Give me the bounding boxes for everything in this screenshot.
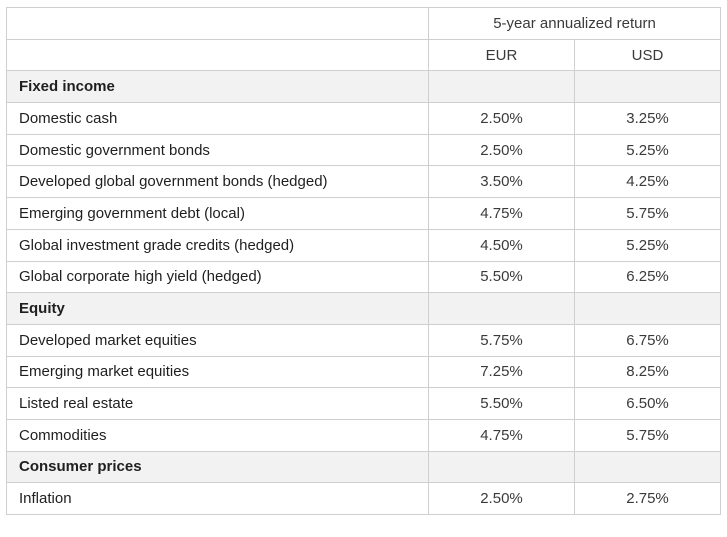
usd-value: 3.25% [573,102,722,135]
row-label: Inflation [6,482,429,515]
table-row: Global corporate high yield (hedged) 5.5… [6,260,722,294]
returns-table: 5-year annualized return EUR USD Fixed i… [6,7,722,515]
header-group-label: 5-year annualized return [427,7,722,40]
usd-value: 5.25% [573,228,722,262]
header-empty-cell [6,7,429,40]
row-label: Global corporate high yield (hedged) [6,260,429,294]
usd-value: 6.50% [573,387,722,420]
row-label: Emerging market equities [6,355,429,389]
header-currency-eur: EUR [428,38,575,72]
table-row: Domestic cash 2.50% 3.25% [6,102,722,135]
section-empty-cell [573,450,722,484]
table-row: Developed market equities 5.75% 6.75% [6,323,722,357]
eur-value: 5.75% [428,323,575,357]
usd-value: 6.75% [573,323,722,357]
section-empty-cell [428,70,575,104]
row-label: Global investment grade credits (hedged) [6,228,429,262]
eur-value: 4.75% [428,418,575,452]
usd-value: 8.25% [573,355,722,389]
header-currency-usd: USD [573,38,722,72]
eur-value: 4.50% [428,228,575,262]
table-row: Commodities 4.75% 5.75% [6,418,722,452]
table-row: Listed real estate 5.50% 6.50% [6,387,722,420]
row-label: Developed market equities [6,323,429,357]
eur-value: 5.50% [428,260,575,294]
table-row: Domestic government bonds 2.50% 5.25% [6,133,722,167]
section-row-fixed-income: Fixed income [6,70,722,104]
eur-value: 4.75% [428,197,575,230]
section-row-consumer-prices: Consumer prices [6,450,722,484]
section-empty-cell [428,450,575,484]
eur-value: 2.50% [428,133,575,167]
row-label: Domestic cash [6,102,429,135]
table-row: Emerging government debt (local) 4.75% 5… [6,197,722,230]
table-row: Inflation 2.50% 2.75% [6,482,722,515]
eur-value: 2.50% [428,102,575,135]
table-body: Fixed income Domestic cash 2.50% 3.25% D… [6,70,722,515]
header-empty-cell [6,38,429,72]
eur-value: 7.25% [428,355,575,389]
usd-value: 5.75% [573,197,722,230]
header-group-row: 5-year annualized return [6,7,722,40]
row-label: Developed global government bonds (hedge… [6,165,429,199]
usd-value: 5.25% [573,133,722,167]
eur-value: 3.50% [428,165,575,199]
section-title: Consumer prices [6,450,429,484]
section-row-equity: Equity [6,292,722,325]
usd-value: 4.25% [573,165,722,199]
usd-value: 6.25% [573,260,722,294]
eur-value: 2.50% [428,482,575,515]
eur-value: 5.50% [428,387,575,420]
table-row: Emerging market equities 7.25% 8.25% [6,355,722,389]
header-currency-row: EUR USD [6,38,722,72]
table-row: Global investment grade credits (hedged)… [6,228,722,262]
table-header: 5-year annualized return EUR USD [6,7,722,72]
row-label: Listed real estate [6,387,429,420]
section-empty-cell [573,292,722,325]
row-label: Domestic government bonds [6,133,429,167]
section-title: Equity [6,292,429,325]
usd-value: 5.75% [573,418,722,452]
usd-value: 2.75% [573,482,722,515]
section-title: Fixed income [6,70,429,104]
row-label: Emerging government debt (local) [6,197,429,230]
section-empty-cell [428,292,575,325]
section-empty-cell [573,70,722,104]
table-row: Developed global government bonds (hedge… [6,165,722,199]
row-label: Commodities [6,418,429,452]
